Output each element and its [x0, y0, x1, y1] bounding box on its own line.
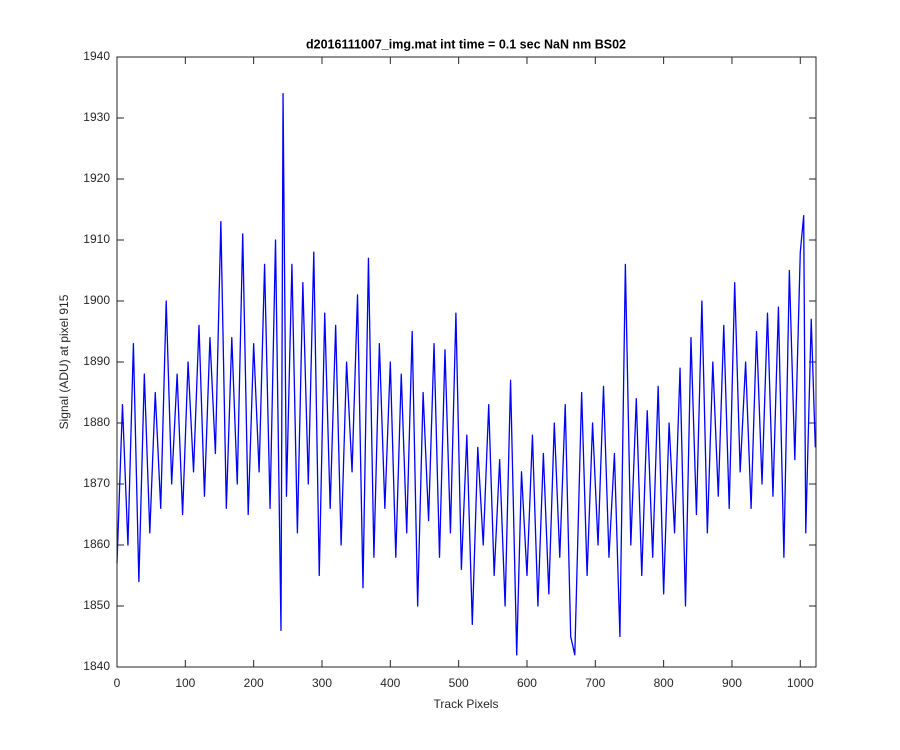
y-tick-label: 1890 [83, 354, 110, 368]
x-axis-label: Track Pixels [434, 697, 499, 711]
x-tick-label: 900 [722, 676, 742, 690]
data-line [116, 92, 816, 656]
y-tick-label: 1920 [83, 171, 110, 185]
x-tick-label: 0 [114, 676, 121, 690]
x-tick-label: 300 [312, 676, 332, 690]
y-tick-label: 1840 [83, 659, 110, 673]
y-tick-label: 1910 [83, 232, 110, 246]
y-tick-label: 1870 [83, 476, 110, 490]
x-tick-label: 600 [517, 676, 537, 690]
y-axis-label: Signal (ADU) at pixel 915 [57, 294, 71, 429]
y-tick-label: 1930 [83, 110, 110, 124]
x-tick-label: 800 [654, 676, 674, 690]
x-tick-label: 700 [585, 676, 605, 690]
y-tick-label: 1900 [83, 293, 110, 307]
x-tick-label: 100 [175, 676, 195, 690]
x-tick-label: 200 [244, 676, 264, 690]
axes-box [116, 56, 817, 668]
x-tick-label: 500 [449, 676, 469, 690]
y-tick-label: 1850 [83, 598, 110, 612]
y-tick-label: 1880 [83, 415, 110, 429]
plot-area [117, 57, 816, 667]
chart-title: d2016111007_img.mat int time = 0.1 sec N… [306, 37, 626, 51]
y-tick-label: 1940 [83, 49, 110, 63]
x-tick-label: 1000 [787, 676, 814, 690]
x-tick-label: 400 [380, 676, 400, 690]
y-tick-label: 1860 [83, 537, 110, 551]
